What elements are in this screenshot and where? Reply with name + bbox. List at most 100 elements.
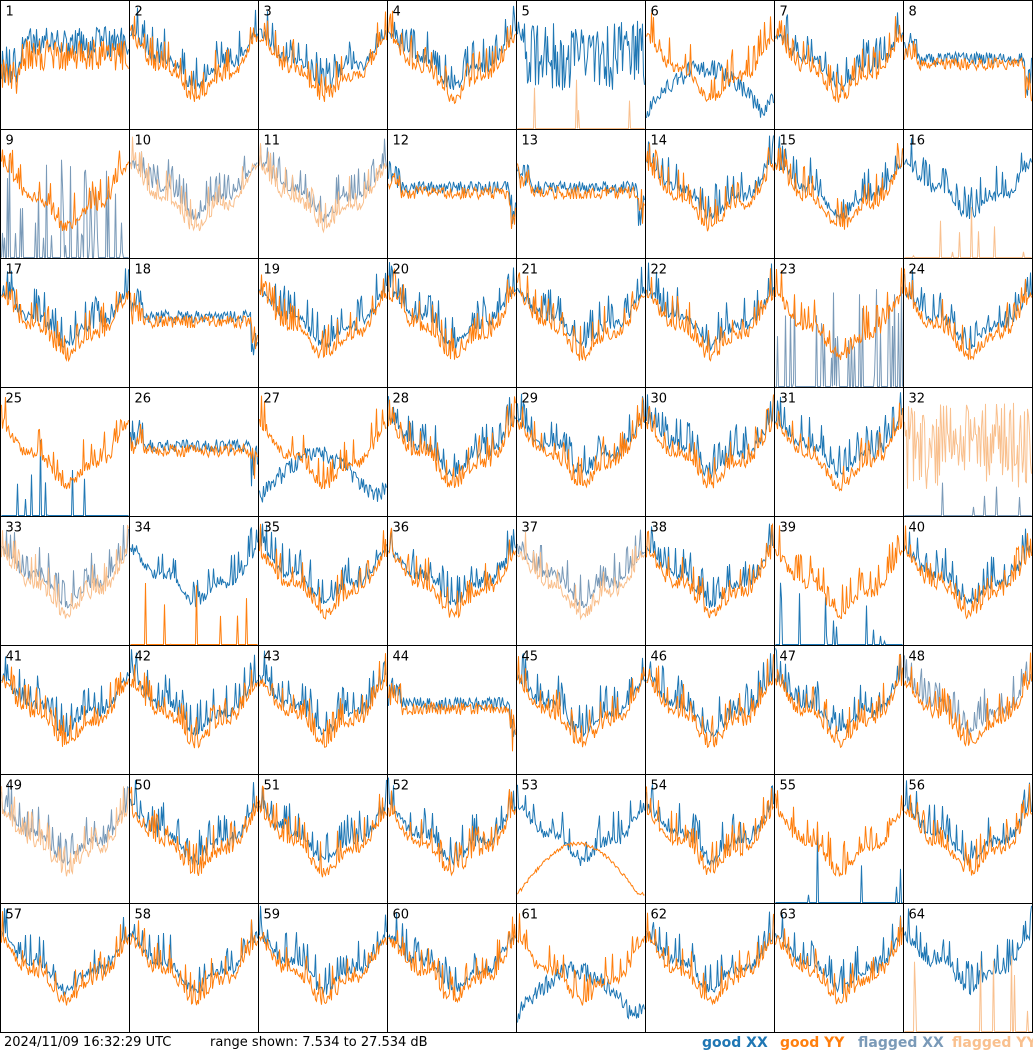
tile-label: 45	[522, 650, 539, 665]
series-yy-31	[775, 402, 903, 492]
series-xx-18	[130, 288, 258, 356]
series-yy-60	[388, 916, 516, 1004]
tile-label: 31	[780, 392, 797, 407]
series-yy-13	[517, 163, 645, 224]
tile-31: 31	[774, 387, 904, 517]
tile-frame	[129, 516, 259, 646]
tile-50: 50	[129, 774, 259, 904]
tile-label: 46	[651, 650, 668, 665]
tile-label: 57	[6, 908, 23, 923]
tile-frame	[645, 258, 775, 388]
series-yy-62	[646, 912, 774, 1006]
tile-frame	[774, 129, 904, 259]
tile-29: 29	[516, 387, 646, 517]
series-yy-37	[517, 531, 645, 621]
series-xx-13	[517, 164, 645, 226]
series-yy-47	[775, 653, 903, 749]
tile-label: 20	[393, 263, 410, 278]
series-yy-29	[517, 397, 645, 489]
tile-label: 9	[6, 134, 14, 149]
tile-58: 58	[129, 903, 259, 1033]
series-yy-17	[1, 281, 129, 363]
tile-label: 58	[135, 908, 152, 923]
tile-40: 40	[903, 516, 1033, 646]
series-xx-7	[775, 12, 903, 93]
tile-39: 39	[774, 516, 904, 646]
series-yy-22	[646, 268, 774, 362]
series-xx-6	[646, 60, 774, 118]
series-yy-33	[1, 524, 129, 619]
series-xx-61	[517, 961, 645, 1023]
series-yy-4	[388, 10, 516, 105]
tile-frame	[387, 129, 517, 259]
series-yy-41	[1, 666, 129, 747]
tile-35: 35	[258, 516, 388, 646]
tile-frame	[129, 774, 259, 904]
footer: 2024/11/09 16:32:29 UTC range shown: 7.5…	[0, 1033, 1033, 1053]
series-yy-14	[646, 143, 774, 232]
tile-label: 42	[135, 650, 152, 665]
series-yy-54	[646, 786, 774, 875]
series-yy-10	[130, 136, 258, 232]
series-xx-37	[517, 529, 645, 609]
tile-14: 14	[645, 129, 775, 259]
series-yy-1	[1, 38, 129, 94]
series-xx-5	[517, 20, 645, 91]
series-xx-23	[775, 286, 903, 387]
tile-frame	[774, 0, 904, 130]
tile-7: 7	[774, 0, 904, 130]
tile-frame	[129, 903, 259, 1033]
timestamp: 2024/11/09 16:32:29 UTC	[4, 1035, 172, 1050]
tile-label: 56	[909, 779, 926, 794]
tile-10: 10	[129, 129, 259, 259]
tile-62: 62	[645, 903, 775, 1033]
tile-53: 53	[516, 774, 646, 904]
tile-label: 29	[522, 392, 539, 407]
tile-52: 52	[387, 774, 517, 904]
tile-60: 60	[387, 903, 517, 1033]
series-xx-30	[646, 394, 774, 479]
tile-frame	[0, 645, 130, 775]
series-xx-10	[130, 151, 258, 222]
series-yy-61	[517, 913, 645, 1006]
series-xx-16	[904, 138, 1032, 220]
tile-label: 44	[393, 650, 410, 665]
tile-label: 15	[780, 134, 797, 149]
series-xx-32	[904, 482, 1032, 516]
series-yy-9	[1, 149, 129, 231]
tile-label: 25	[6, 392, 23, 407]
series-xx-9	[1, 159, 129, 258]
tile-42: 42	[129, 645, 259, 775]
tile-56: 56	[903, 774, 1033, 904]
tile-24: 24	[903, 258, 1033, 388]
series-xx-63	[775, 914, 903, 994]
tile-28: 28	[387, 387, 517, 517]
tile-label: 38	[651, 521, 668, 536]
tile-36: 36	[387, 516, 517, 646]
series-xx-1	[1, 25, 129, 84]
series-yy-16	[904, 206, 1032, 258]
series-yy-21	[517, 272, 645, 362]
tile-16: 16	[903, 129, 1033, 259]
series-xx-64	[904, 905, 1032, 996]
series-xx-60	[388, 912, 516, 997]
series-yy-26	[130, 424, 258, 479]
tile-59: 59	[258, 903, 388, 1033]
series-yy-18	[130, 292, 258, 350]
tile-label: 7	[780, 5, 788, 20]
tile-label: 60	[393, 908, 410, 923]
series-yy-55	[775, 790, 903, 877]
tile-15: 15	[774, 129, 904, 259]
tile-label: 6	[651, 5, 659, 20]
tile-45: 45	[516, 645, 646, 775]
tile-frame	[258, 0, 388, 130]
tile-label: 43	[264, 650, 281, 665]
series-xx-54	[646, 784, 774, 866]
tile-26: 26	[129, 387, 259, 517]
series-yy-11	[259, 143, 387, 234]
series-yy-52	[388, 789, 516, 877]
tile-label: 50	[135, 779, 152, 794]
tile-frame	[258, 129, 388, 259]
series-yy-63	[775, 916, 903, 1005]
tile-23: 23	[774, 258, 904, 388]
